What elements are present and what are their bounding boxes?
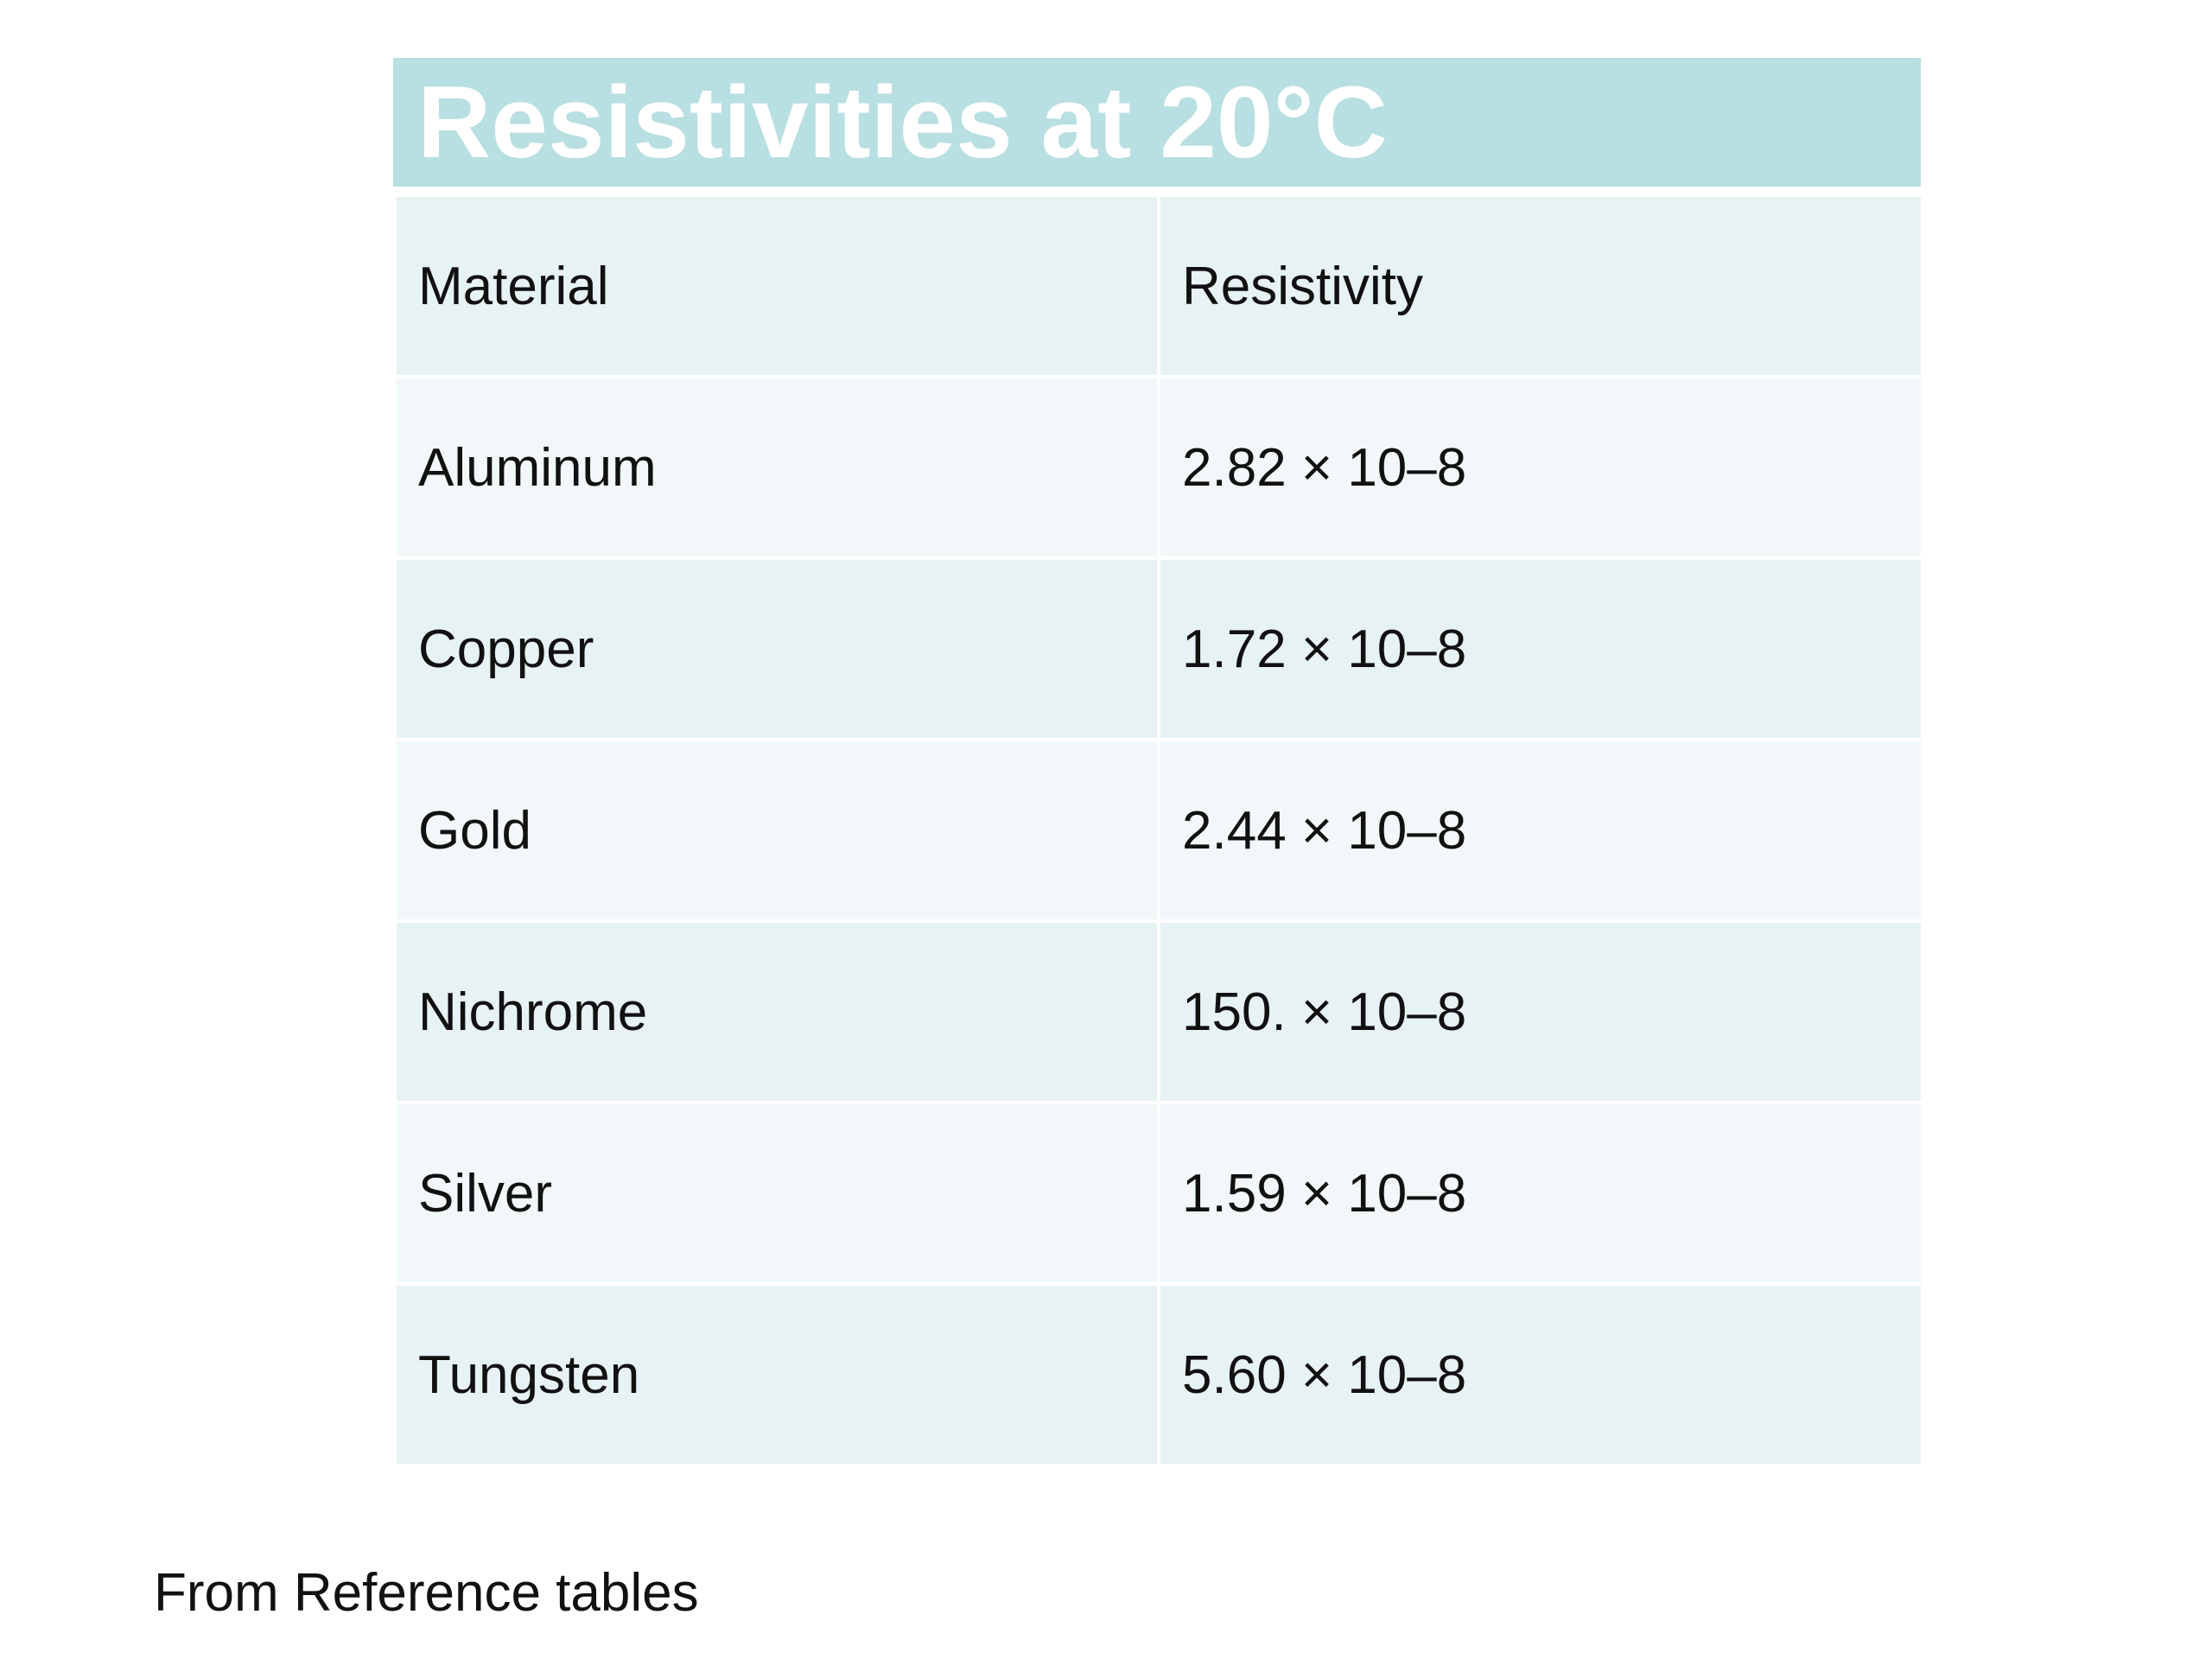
table-row: Tungsten 5.60 × 10–8: [393, 1282, 1924, 1467]
material-cell: Nichrome: [393, 919, 1160, 1104]
table-row: Aluminum 2.82 × 10–8: [393, 375, 1924, 560]
material-cell: Copper: [393, 556, 1160, 741]
table-header-row: Material Resistivity: [393, 194, 1924, 378]
table-row: Nichrome 150. × 10–8: [393, 919, 1924, 1104]
resistivity-cell: 1.59 × 10–8: [1157, 1101, 1924, 1286]
resistivity-cell: 1.72 × 10–8: [1157, 556, 1924, 741]
table-row: Copper 1.72 × 10–8: [393, 556, 1924, 741]
material-cell: Tungsten: [393, 1282, 1160, 1467]
column-header-material: Material: [393, 194, 1160, 378]
resistivity-cell: 2.82 × 10–8: [1157, 375, 1924, 560]
title-bar: Resistivities at 20°C: [393, 58, 1921, 194]
resistivity-cell: 5.60 × 10–8: [1157, 1282, 1924, 1467]
resistivity-cell: 150. × 10–8: [1157, 919, 1924, 1104]
material-cell: Gold: [393, 738, 1160, 923]
resistivity-table-container: Resistivities at 20°C Material Resistivi…: [393, 58, 1924, 1467]
column-header-resistivity: Resistivity: [1157, 194, 1924, 378]
resistivity-table: Material Resistivity Aluminum 2.82 × 10–…: [393, 194, 1924, 1467]
resistivity-cell: 2.44 × 10–8: [1157, 738, 1924, 923]
table-row: Silver 1.59 × 10–8: [393, 1101, 1924, 1286]
source-footnote: From Reference tables: [154, 1563, 699, 1623]
material-cell: Aluminum: [393, 375, 1160, 560]
page-title: Resistivities at 20°C: [417, 65, 1388, 180]
material-cell: Silver: [393, 1101, 1160, 1286]
table-row: Gold 2.44 × 10–8: [393, 738, 1924, 923]
